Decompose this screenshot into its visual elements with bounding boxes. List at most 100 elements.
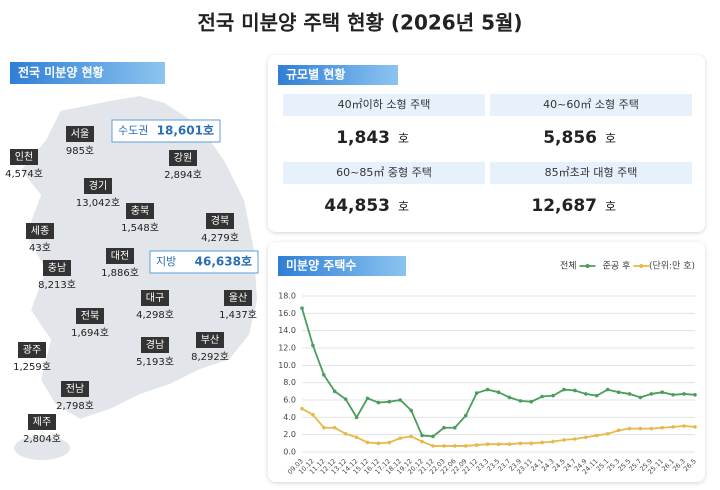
size-cell-unit: 호 bbox=[605, 200, 616, 214]
callout-box bbox=[149, 250, 259, 274]
series-point bbox=[376, 400, 381, 405]
series-point bbox=[529, 399, 534, 404]
region-value: 5,193호 bbox=[136, 356, 174, 368]
y-tick-label: 16.0 bbox=[278, 309, 296, 318]
series-point bbox=[343, 432, 348, 436]
region-name: 울산 bbox=[229, 292, 247, 304]
size-cell-value: 1,843 bbox=[336, 128, 390, 148]
series-point bbox=[496, 442, 501, 447]
region-value: 1,548호 bbox=[121, 222, 159, 234]
series-point bbox=[322, 373, 326, 377]
series-point bbox=[387, 440, 392, 445]
region-name: 인천 bbox=[15, 151, 33, 163]
region-name: 서울 bbox=[71, 128, 89, 140]
region-name: 제주 bbox=[33, 416, 51, 428]
size-header: 규모별 현황 bbox=[286, 67, 345, 82]
series-point bbox=[529, 441, 534, 446]
series-point bbox=[311, 343, 315, 348]
size-cell-head bbox=[490, 94, 692, 116]
size-cell-head bbox=[490, 162, 692, 184]
y-tick-label: 4.0 bbox=[283, 413, 296, 422]
region-value: 1,694호 bbox=[71, 327, 109, 339]
series-point bbox=[409, 434, 413, 439]
region-name: 충남 bbox=[48, 262, 66, 274]
series-point bbox=[540, 440, 544, 445]
series-point bbox=[354, 415, 359, 420]
region-value: 8,213호 bbox=[38, 279, 76, 291]
region-label-bg bbox=[18, 342, 46, 358]
size-cell-label: 40~60㎡ 소형 주택 bbox=[543, 98, 639, 111]
region-value: 1,886호 bbox=[101, 267, 139, 279]
region-value: 13,042호 bbox=[76, 197, 120, 209]
series-point bbox=[463, 444, 468, 448]
series-point bbox=[442, 444, 446, 448]
series-point bbox=[398, 436, 403, 440]
region-label-bg bbox=[76, 308, 104, 324]
region-value: 43호 bbox=[29, 242, 51, 254]
region-value: 4,298호 bbox=[136, 309, 174, 321]
series-point bbox=[442, 425, 446, 430]
region-value: 2,894호 bbox=[164, 169, 202, 181]
callout-value: 46,638호 bbox=[195, 255, 252, 269]
jeju-map bbox=[14, 436, 70, 460]
series-point bbox=[300, 306, 304, 310]
callout-name: 지방 bbox=[156, 255, 176, 268]
unit-note: (단위:만 호) bbox=[649, 261, 695, 272]
series-point bbox=[693, 425, 697, 429]
series-point bbox=[365, 396, 370, 401]
series-point bbox=[420, 439, 424, 444]
size-cell-label: 40㎡이하 소형 주택 bbox=[338, 97, 431, 111]
size-cell-unit: 호 bbox=[398, 200, 409, 214]
y-tick-label: 6.0 bbox=[283, 396, 296, 405]
series-point bbox=[311, 412, 315, 417]
size-cell-head bbox=[283, 94, 485, 116]
series-point bbox=[431, 434, 435, 439]
region-label-bg bbox=[10, 149, 38, 165]
series-point bbox=[682, 424, 686, 428]
legend-label: 전체 bbox=[560, 261, 577, 272]
series-point bbox=[638, 426, 643, 431]
series-point bbox=[300, 406, 304, 411]
series-point bbox=[660, 390, 665, 395]
series-point bbox=[322, 425, 326, 430]
series-point bbox=[627, 392, 632, 396]
series-point bbox=[638, 395, 643, 400]
region-name: 경북 bbox=[211, 214, 229, 227]
size-cell-unit: 호 bbox=[605, 132, 616, 146]
series-point bbox=[671, 425, 675, 429]
series-point bbox=[616, 428, 621, 433]
series-point bbox=[409, 408, 413, 413]
series-point bbox=[463, 413, 468, 418]
region-label-bg bbox=[206, 213, 234, 229]
y-tick-label: 12.0 bbox=[278, 344, 296, 353]
chart-panel bbox=[268, 242, 705, 482]
series-point bbox=[507, 395, 512, 400]
region-value: 1,437호 bbox=[219, 309, 257, 321]
series-point bbox=[551, 439, 555, 444]
series-point bbox=[474, 391, 479, 395]
size-cell-value: 5,856 bbox=[543, 128, 597, 148]
legend-marker bbox=[585, 264, 590, 268]
size-cell-unit: 호 bbox=[398, 132, 409, 146]
chart-title: 미분양 주택수 bbox=[286, 258, 356, 273]
region-name: 전남 bbox=[66, 383, 84, 395]
region-value: 4,279호 bbox=[201, 232, 239, 244]
region-label-bg bbox=[126, 203, 154, 219]
series-point bbox=[649, 392, 654, 396]
map-header: 전국 미분양 현황 bbox=[18, 65, 104, 80]
series-point bbox=[332, 425, 337, 430]
series-point bbox=[693, 393, 697, 397]
series-point bbox=[605, 432, 610, 436]
series-point bbox=[431, 444, 435, 448]
series-point bbox=[584, 392, 588, 396]
series-point bbox=[660, 425, 665, 430]
series-point bbox=[453, 444, 457, 448]
region-name: 경남 bbox=[146, 338, 164, 351]
callout-value: 18,601호 bbox=[157, 124, 214, 138]
region-name: 부산 bbox=[201, 334, 219, 346]
region-name: 충북 bbox=[131, 205, 149, 217]
region-name: 전북 bbox=[81, 310, 99, 322]
region-label-bg bbox=[196, 332, 224, 348]
